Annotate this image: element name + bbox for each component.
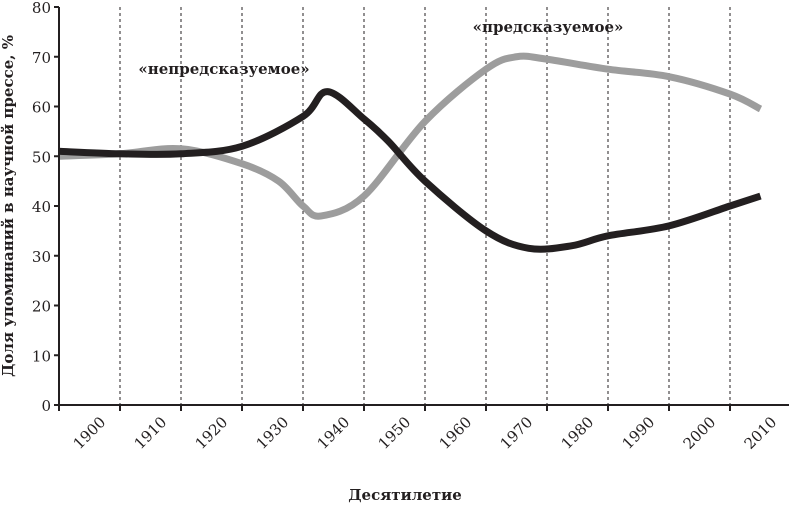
annotation-predictable: «предсказуемое» bbox=[473, 18, 624, 36]
series-line-predictable bbox=[58, 52, 763, 220]
x-tick-label: 1960 bbox=[436, 413, 476, 453]
x-tick-label: 1910 bbox=[131, 413, 171, 453]
x-tick-label: 1940 bbox=[314, 413, 354, 453]
y-tick-label: 30 bbox=[32, 248, 51, 266]
x-tick-label: 1920 bbox=[192, 413, 232, 453]
y-tick-label: 50 bbox=[32, 148, 51, 166]
x-tick-label: 1990 bbox=[619, 413, 659, 453]
y-tick-label: 0 bbox=[41, 397, 51, 415]
annotation-unpredictable: «непредсказуемое» bbox=[138, 60, 309, 78]
x-tick-label: 1900 bbox=[70, 413, 110, 453]
x-tick-label: 1950 bbox=[375, 413, 415, 453]
y-tick-label: 60 bbox=[32, 99, 51, 117]
y-tick-label: 70 bbox=[32, 49, 51, 67]
y-tick-label: 10 bbox=[32, 347, 51, 365]
y-tick-label: 20 bbox=[32, 298, 51, 316]
x-axis-label: Десятилетие bbox=[348, 486, 462, 504]
x-tick-label: 1970 bbox=[497, 413, 537, 453]
x-tick-label: 1930 bbox=[253, 413, 293, 453]
y-tick-label: 40 bbox=[32, 198, 51, 216]
y-axis-label: Доля упоминаний в научной прессе, % bbox=[0, 35, 17, 377]
x-tick-label: 2010 bbox=[741, 413, 781, 453]
series-line-unpredictable bbox=[58, 88, 762, 253]
y-tick-label: 80 bbox=[32, 0, 51, 17]
x-tick-label: 2000 bbox=[680, 413, 720, 453]
x-tick-label: 1980 bbox=[558, 413, 598, 453]
